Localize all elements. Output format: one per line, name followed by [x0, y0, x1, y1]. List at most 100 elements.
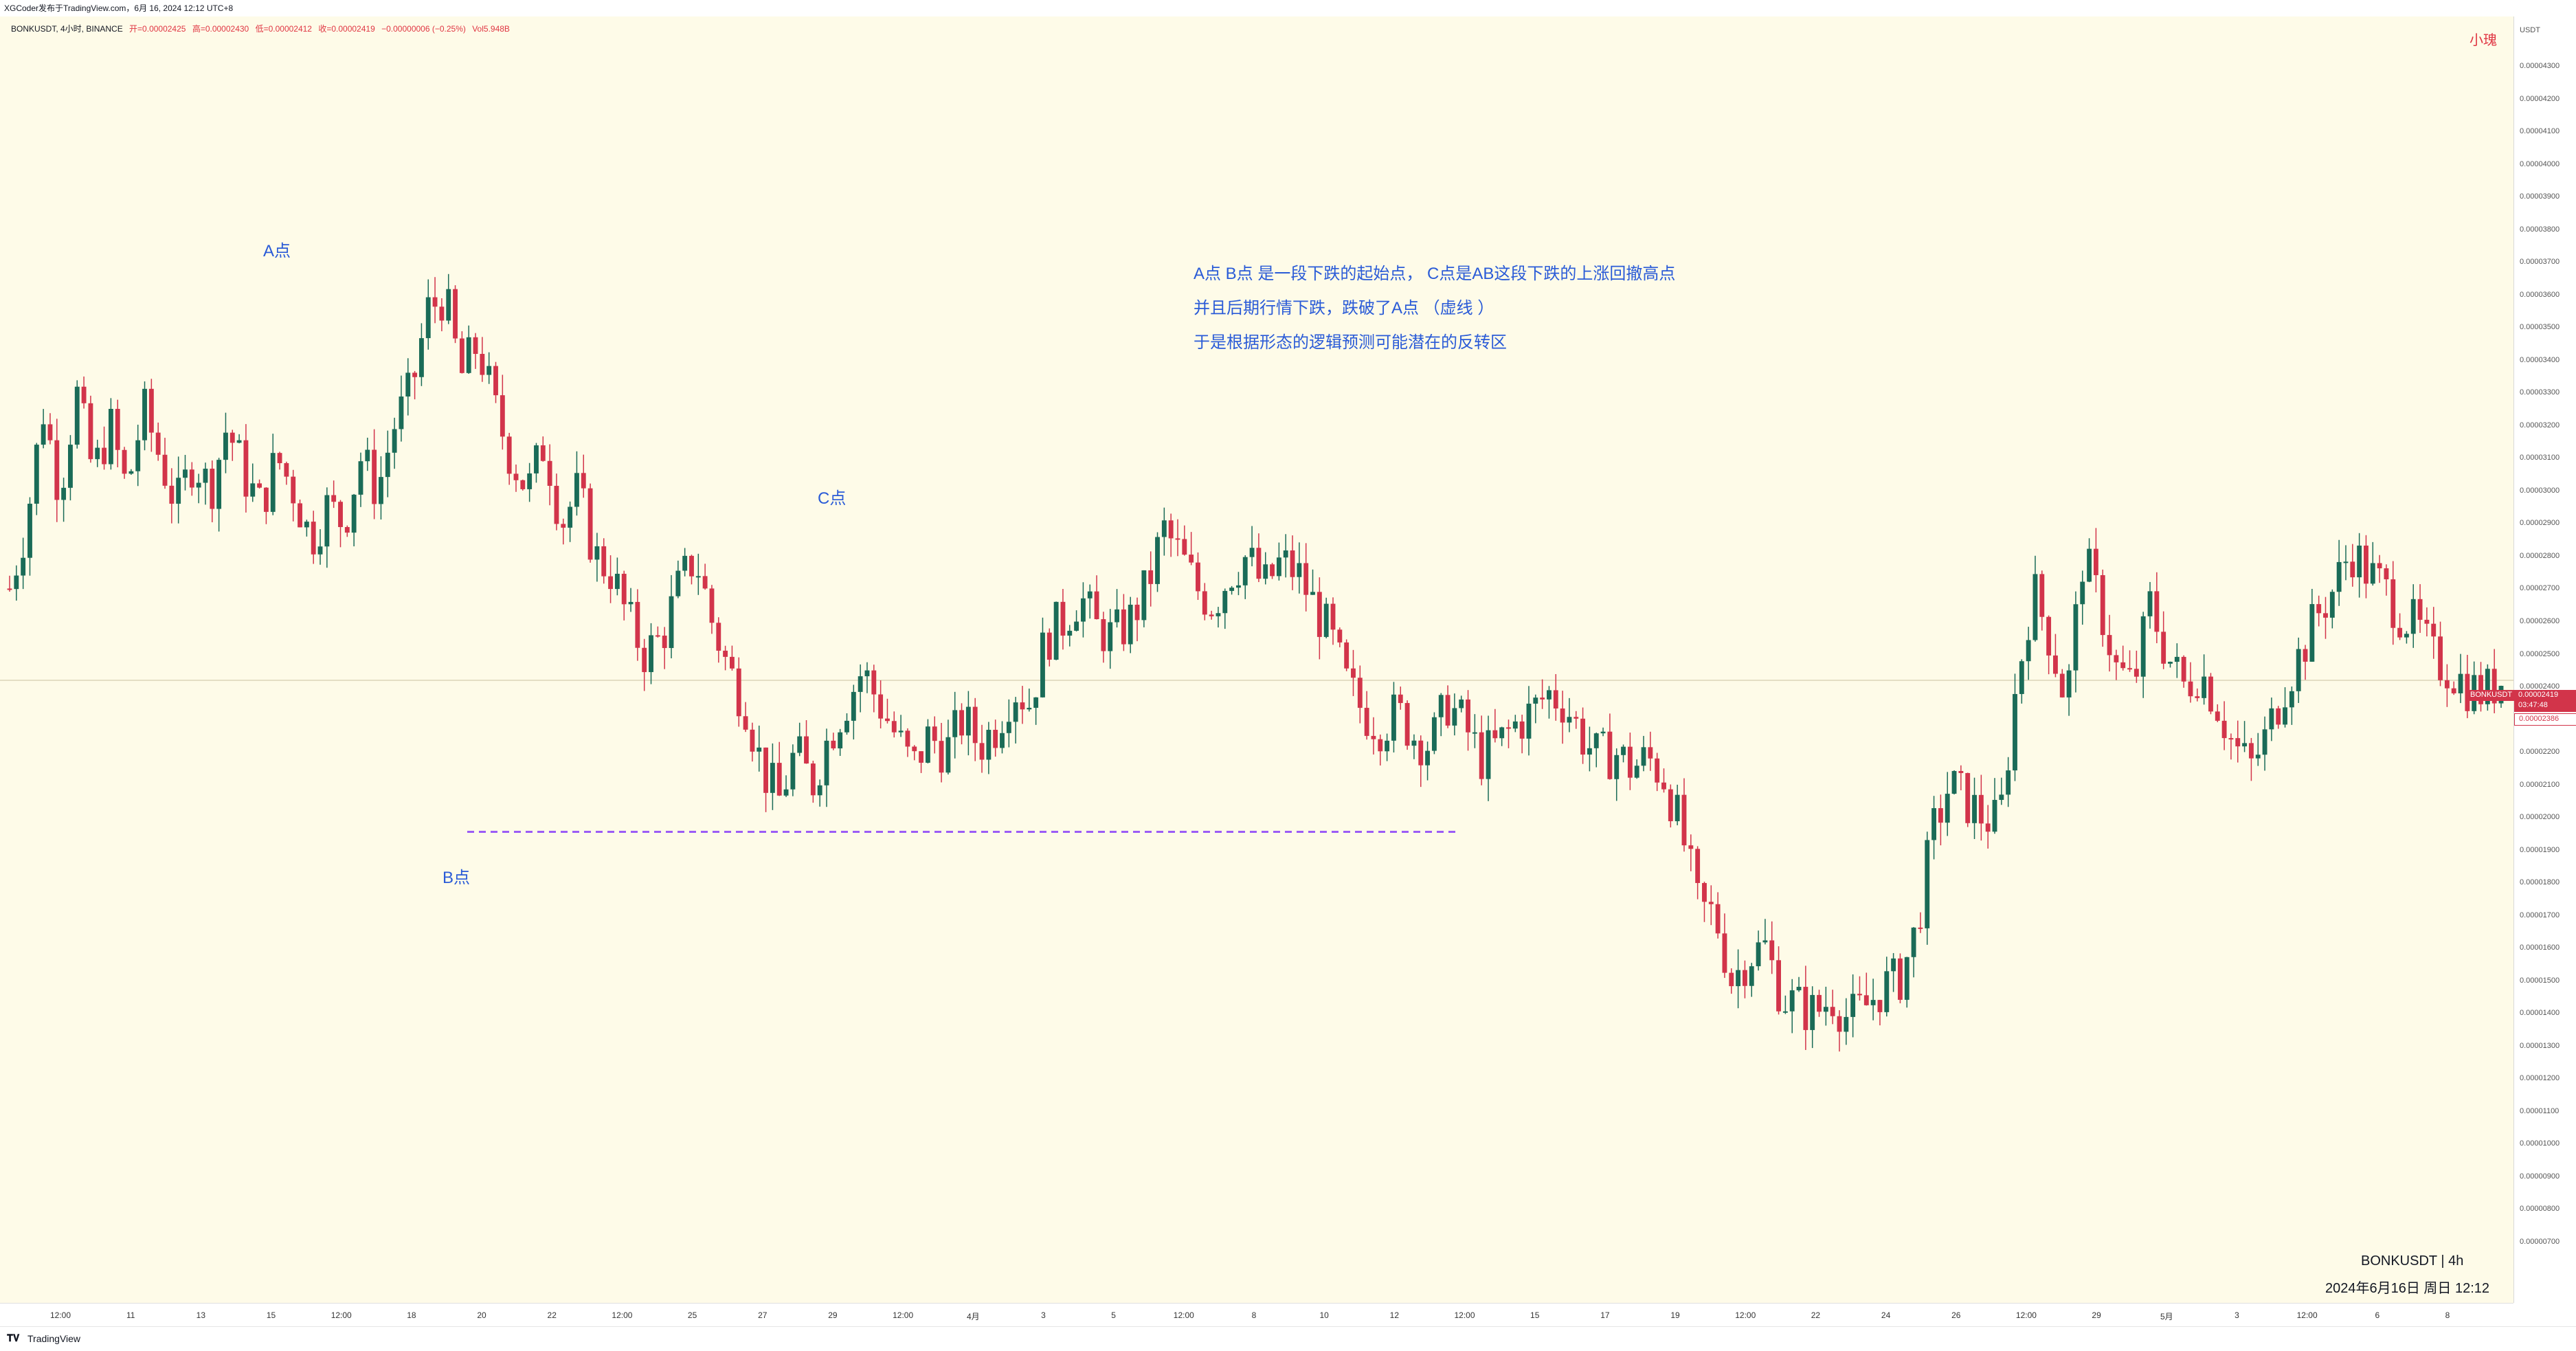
candle-body[interactable]: [1722, 933, 1727, 973]
candle-body[interactable]: [716, 623, 721, 651]
candle-body[interactable]: [1398, 694, 1403, 704]
candle-body[interactable]: [223, 432, 228, 460]
candle-body[interactable]: [1803, 987, 1808, 1030]
candle-body[interactable]: [1020, 702, 1025, 710]
candle-body[interactable]: [216, 460, 222, 509]
candle-body[interactable]: [1378, 739, 1383, 752]
candle-body[interactable]: [2404, 634, 2409, 638]
candle-body[interactable]: [2181, 656, 2186, 682]
candle-body[interactable]: [183, 469, 188, 478]
legend-symbol[interactable]: BONKUSDT, 4小时, BINANCE: [11, 24, 123, 34]
candle-body[interactable]: [2093, 548, 2098, 575]
candle-body[interactable]: [1897, 958, 1903, 1000]
candle-body[interactable]: [750, 729, 755, 752]
candle-body[interactable]: [1587, 748, 1592, 755]
candle-body[interactable]: [1668, 789, 1673, 822]
candle-body[interactable]: [2283, 707, 2287, 725]
candle-body[interactable]: [67, 445, 73, 488]
candle-body[interactable]: [95, 447, 100, 460]
candle-body[interactable]: [682, 555, 688, 571]
candle-body[interactable]: [2390, 579, 2396, 628]
candle-body[interactable]: [1567, 717, 1572, 723]
candle-body[interactable]: [1297, 563, 1302, 577]
candle-body[interactable]: [635, 601, 640, 648]
candle-body[interactable]: [1951, 770, 1957, 794]
candle-body[interactable]: [919, 751, 924, 763]
candle-body[interactable]: [1134, 604, 1140, 621]
candle-body[interactable]: [2107, 635, 2112, 656]
candle-body[interactable]: [1053, 601, 1059, 660]
candle-body[interactable]: [236, 440, 242, 443]
candle-body[interactable]: [2262, 729, 2267, 755]
candle-body[interactable]: [1519, 721, 1525, 739]
candle-body[interactable]: [1256, 548, 1262, 579]
candle-body[interactable]: [831, 740, 836, 749]
candle-body[interactable]: [54, 440, 60, 500]
candle-body[interactable]: [1094, 591, 1099, 620]
candle-body[interactable]: [466, 337, 471, 373]
candle-body[interactable]: [338, 502, 343, 527]
candle-body[interactable]: [662, 635, 667, 649]
candle-body[interactable]: [1067, 630, 1073, 636]
candle-body[interactable]: [1459, 699, 1464, 708]
candle-body[interactable]: [1303, 563, 1309, 595]
candle-body[interactable]: [263, 487, 269, 512]
candle-body[interactable]: [2154, 591, 2160, 632]
candle-body[interactable]: [1128, 604, 1133, 645]
candle-body[interactable]: [1046, 632, 1052, 660]
candle-body[interactable]: [2174, 656, 2180, 662]
candle-body[interactable]: [1222, 590, 1228, 614]
candle-body[interactable]: [74, 386, 80, 445]
candle-body[interactable]: [2478, 675, 2483, 704]
candle-body[interactable]: [891, 721, 897, 733]
candle-body[interactable]: [1931, 808, 1937, 840]
candle-body[interactable]: [142, 388, 147, 440]
candle-body[interactable]: [1830, 1007, 1835, 1016]
candle-body[interactable]: [1918, 927, 1923, 929]
candle-body[interactable]: [1391, 694, 1396, 741]
candle-body[interactable]: [986, 730, 992, 760]
candle-body[interactable]: [2006, 770, 2011, 795]
candle-body[interactable]: [1182, 539, 1187, 555]
candle-body[interactable]: [993, 730, 998, 748]
candle-body[interactable]: [1115, 609, 1119, 623]
candle-body[interactable]: [817, 785, 822, 796]
candle-body[interactable]: [1000, 733, 1005, 748]
candle-body[interactable]: [2289, 691, 2294, 708]
candle-body[interactable]: [2465, 673, 2470, 711]
candle-body[interactable]: [2073, 604, 2079, 671]
candle-body[interactable]: [1317, 592, 1322, 637]
candle-body[interactable]: [1249, 548, 1255, 557]
candle-body[interactable]: [1290, 550, 1295, 577]
candle-body[interactable]: [1033, 697, 1039, 708]
candle-body[interactable]: [2255, 755, 2261, 759]
candle-body[interactable]: [655, 635, 660, 637]
candle-body[interactable]: [2431, 623, 2437, 637]
candle-body[interactable]: [2417, 599, 2423, 620]
candle-body[interactable]: [1479, 732, 1484, 779]
candle-body[interactable]: [439, 306, 445, 321]
candle-body[interactable]: [2329, 592, 2335, 618]
candle-body[interactable]: [952, 710, 958, 737]
candle-body[interactable]: [757, 747, 762, 752]
candle-body[interactable]: [1310, 592, 1315, 595]
candle-body[interactable]: [621, 573, 627, 605]
candle-body[interactable]: [1492, 730, 1498, 739]
candle-body[interactable]: [229, 432, 235, 443]
candle-body[interactable]: [1512, 721, 1518, 729]
candle-body[interactable]: [1742, 970, 1747, 986]
candle-body[interactable]: [1978, 794, 1984, 824]
candle-body[interactable]: [1323, 603, 1329, 637]
candle-body[interactable]: [1817, 994, 1822, 1012]
candle-body[interactable]: [1634, 766, 1639, 778]
candle-body[interactable]: [1661, 782, 1666, 790]
candle-body[interactable]: [939, 741, 944, 773]
candle-body[interactable]: [730, 656, 735, 669]
candle-body[interactable]: [1263, 564, 1268, 579]
candle-body[interactable]: [2202, 676, 2207, 698]
candle-body[interactable]: [1708, 902, 1714, 904]
candle-body[interactable]: [41, 424, 46, 445]
candle-body[interactable]: [628, 601, 634, 605]
candle-body[interactable]: [1087, 591, 1093, 599]
candle-body[interactable]: [2100, 574, 2105, 636]
